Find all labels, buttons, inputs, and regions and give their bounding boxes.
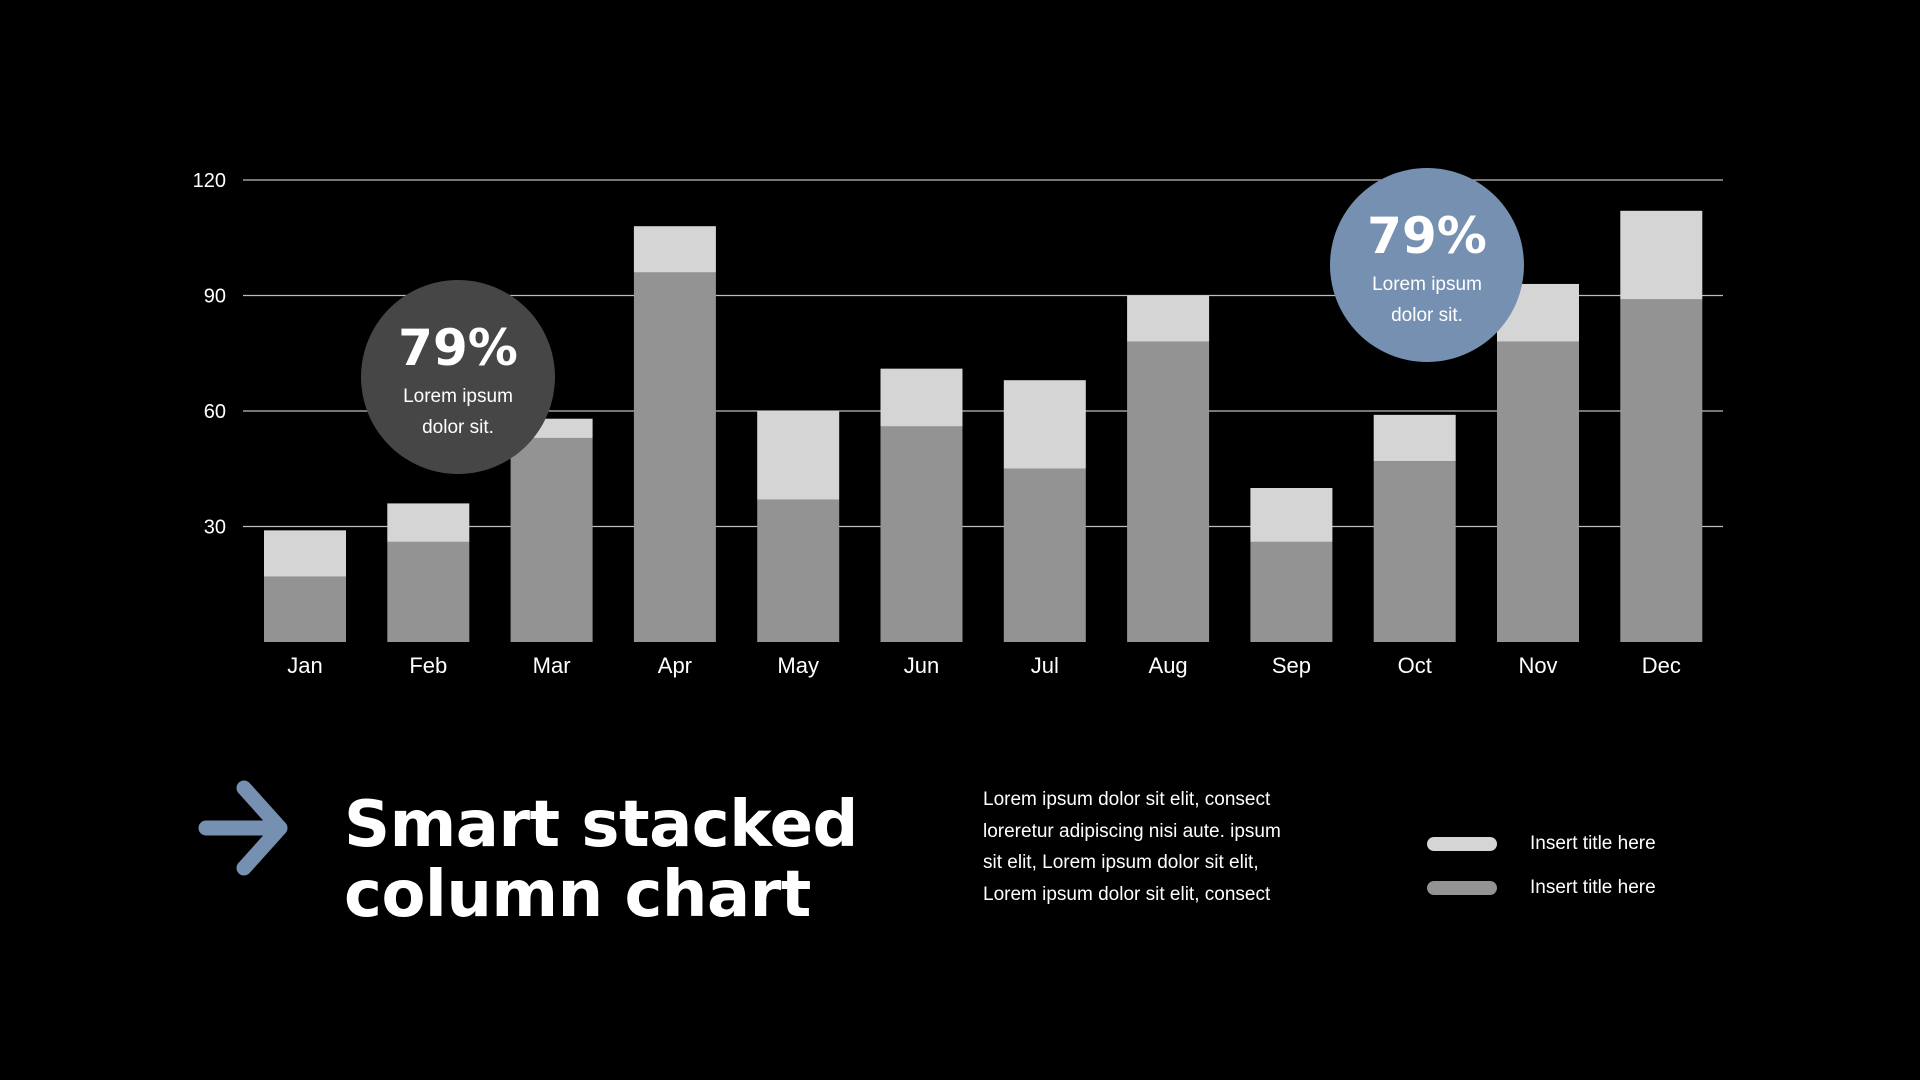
- x-tick-label: Jun: [904, 653, 939, 678]
- badge-left-line2: dolor sit.: [422, 417, 494, 438]
- chart-legend: Insert title here Insert title here: [1427, 822, 1656, 910]
- bar-segment-jul-1: [1003, 380, 1086, 469]
- chart-title-line2: column chart: [344, 858, 811, 932]
- bar-segment-sep-1: [1250, 488, 1333, 542]
- x-tick-label: Aug: [1149, 653, 1188, 678]
- bar-segment-mar-0: [510, 437, 593, 642]
- y-tick-label: 120: [193, 170, 226, 192]
- badge-right: 79% Lorem ipsum dolor sit.: [1330, 168, 1524, 362]
- stacked-column-chart: 30 60 90 120 Jan Feb Mar Apr May Jun Jul Aug Sep Oct…: [193, 168, 1723, 678]
- bar-segment-aug-0: [1127, 341, 1210, 642]
- bar-segment-apr-0: [633, 272, 716, 642]
- x-tick-label: Feb: [409, 653, 447, 678]
- chart-title-line1: Smart stacked: [344, 788, 858, 862]
- bar-segment-dec-0: [1620, 299, 1703, 642]
- x-axis-labels: Jan Feb Mar Apr May Jun Jul Aug Sep Oct Nov Dec: [287, 653, 1681, 678]
- y-tick-label: 30: [204, 517, 226, 539]
- x-tick-label: Nov: [1518, 653, 1557, 678]
- bar-segment-sep-0: [1250, 541, 1333, 642]
- x-tick-label: Oct: [1398, 653, 1432, 678]
- bar-segment-jan-0: [264, 576, 346, 642]
- badge-right-circle: [1330, 168, 1524, 362]
- legend-item: Insert title here: [1427, 866, 1656, 910]
- badge-left-value: 79%: [398, 319, 518, 377]
- bar-segment-jun-0: [880, 426, 963, 642]
- chart-bars: [264, 210, 1703, 642]
- bar-segment-dec-1: [1620, 210, 1703, 300]
- x-tick-label: Sep: [1272, 653, 1311, 678]
- description-text: Lorem ipsum dolor sit elit, consect lore…: [983, 789, 1281, 905]
- bar-segment-apr-1: [633, 226, 716, 273]
- badge-right-line1: Lorem ipsum: [1372, 274, 1482, 295]
- legend-label: Insert title here: [1530, 877, 1656, 898]
- bar-segment-oct-1: [1373, 414, 1456, 462]
- legend-swatch: [1427, 837, 1497, 851]
- y-tick-label: 90: [204, 286, 226, 308]
- badge-left-line1: Lorem ipsum: [403, 386, 513, 407]
- bar-segment-oct-0: [1373, 461, 1456, 642]
- x-tick-label: Jan: [287, 653, 322, 678]
- chart-title: Smart stacked column chart: [344, 790, 858, 930]
- legend-item: Insert title here: [1427, 822, 1656, 866]
- y-tick-label: 60: [204, 401, 226, 423]
- bar-segment-feb-1: [387, 503, 470, 542]
- bar-segment-jul-0: [1003, 468, 1086, 642]
- legend-swatch: [1427, 881, 1497, 895]
- bar-segment-jan-1: [264, 530, 346, 577]
- bar-segment-nov-0: [1497, 341, 1579, 642]
- x-tick-label: Apr: [658, 653, 692, 678]
- badge-right-line2: dolor sit.: [1391, 305, 1463, 326]
- y-axis-ticks: 30 60 90 120: [193, 170, 226, 539]
- x-tick-label: May: [777, 653, 819, 678]
- x-tick-label: Dec: [1642, 653, 1681, 678]
- arrow-right-icon: [198, 780, 288, 876]
- bar-segment-may-1: [757, 411, 840, 500]
- badge-left-circle: [361, 280, 555, 474]
- bar-segment-aug-1: [1127, 295, 1210, 342]
- bar-segment-feb-0: [387, 541, 470, 642]
- badge-left: 79% Lorem ipsum dolor sit.: [361, 280, 555, 474]
- legend-label: Insert title here: [1530, 833, 1656, 854]
- bar-segment-may-0: [757, 499, 840, 642]
- bar-segment-jun-1: [880, 368, 963, 427]
- x-tick-label: Mar: [533, 653, 571, 678]
- x-tick-label: Jul: [1031, 653, 1059, 678]
- badge-right-value: 79%: [1367, 207, 1487, 265]
